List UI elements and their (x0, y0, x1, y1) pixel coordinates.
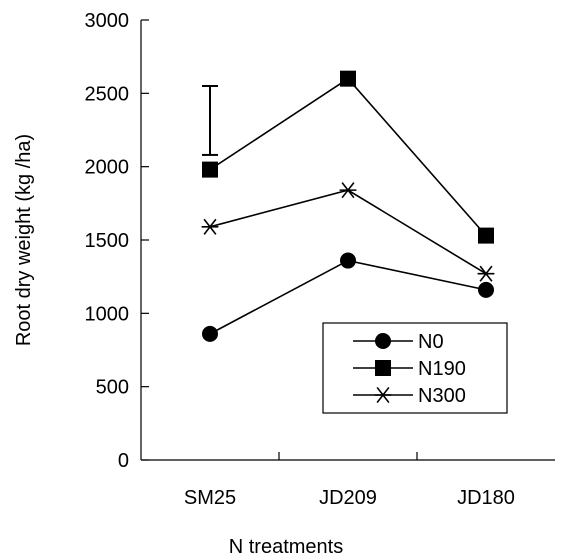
data-point-n300 (201, 218, 219, 235)
data-point-n300 (339, 182, 357, 199)
series-line-n190 (209, 77, 487, 237)
y-tick-label: 0 (118, 450, 129, 472)
data-point-n190 (202, 161, 218, 178)
x-tick-label: SM25 (184, 487, 236, 509)
asterisk-stroke (341, 182, 355, 199)
error-bar-group (202, 85, 218, 156)
asterisk-stroke (479, 265, 493, 282)
y-tick-label: 2500 (85, 83, 130, 105)
legend-label: N300 (418, 385, 466, 407)
legend-item-n300: N300 (353, 385, 466, 407)
y-axis-ticks: 0 500 1000 1500 2000 2500 3000 (85, 10, 149, 472)
x-axis-ticks: SM25 JD209 JD180 (184, 452, 515, 509)
legend-label: N0 (418, 331, 444, 353)
legend-marker (374, 386, 392, 404)
legend-item-n190: N190 (353, 358, 466, 380)
data-point-n190 (478, 227, 494, 244)
data-point-n0 (478, 281, 494, 298)
asterisk-stroke (376, 386, 390, 404)
data-point-n300 (477, 265, 495, 282)
legend-label: N190 (418, 358, 466, 380)
y-tick-label: 3000 (85, 10, 130, 32)
legend: N0 N190 N300 (322, 322, 508, 414)
data-point-n0 (340, 252, 356, 269)
x-tick-label: JD180 (457, 487, 515, 509)
legend-marker (375, 360, 391, 376)
y-tick-label: 1500 (85, 230, 130, 252)
asterisk-stroke (203, 218, 217, 235)
x-tick-label: JD209 (319, 487, 377, 509)
legend-box (322, 322, 508, 414)
y-tick-label: 500 (96, 377, 129, 399)
data-point-n0 (202, 325, 218, 342)
y-axis-title: Root dry weight (kg /ha) (13, 134, 35, 346)
legend-item-n0: N0 (353, 331, 444, 353)
data-point-n190 (340, 70, 356, 87)
y-tick-label: 1000 (85, 303, 130, 325)
x-axis-title: N treatments (229, 536, 343, 558)
legend-marker (375, 333, 391, 349)
y-tick-label: 2000 (85, 157, 130, 179)
series-group (201, 70, 495, 342)
